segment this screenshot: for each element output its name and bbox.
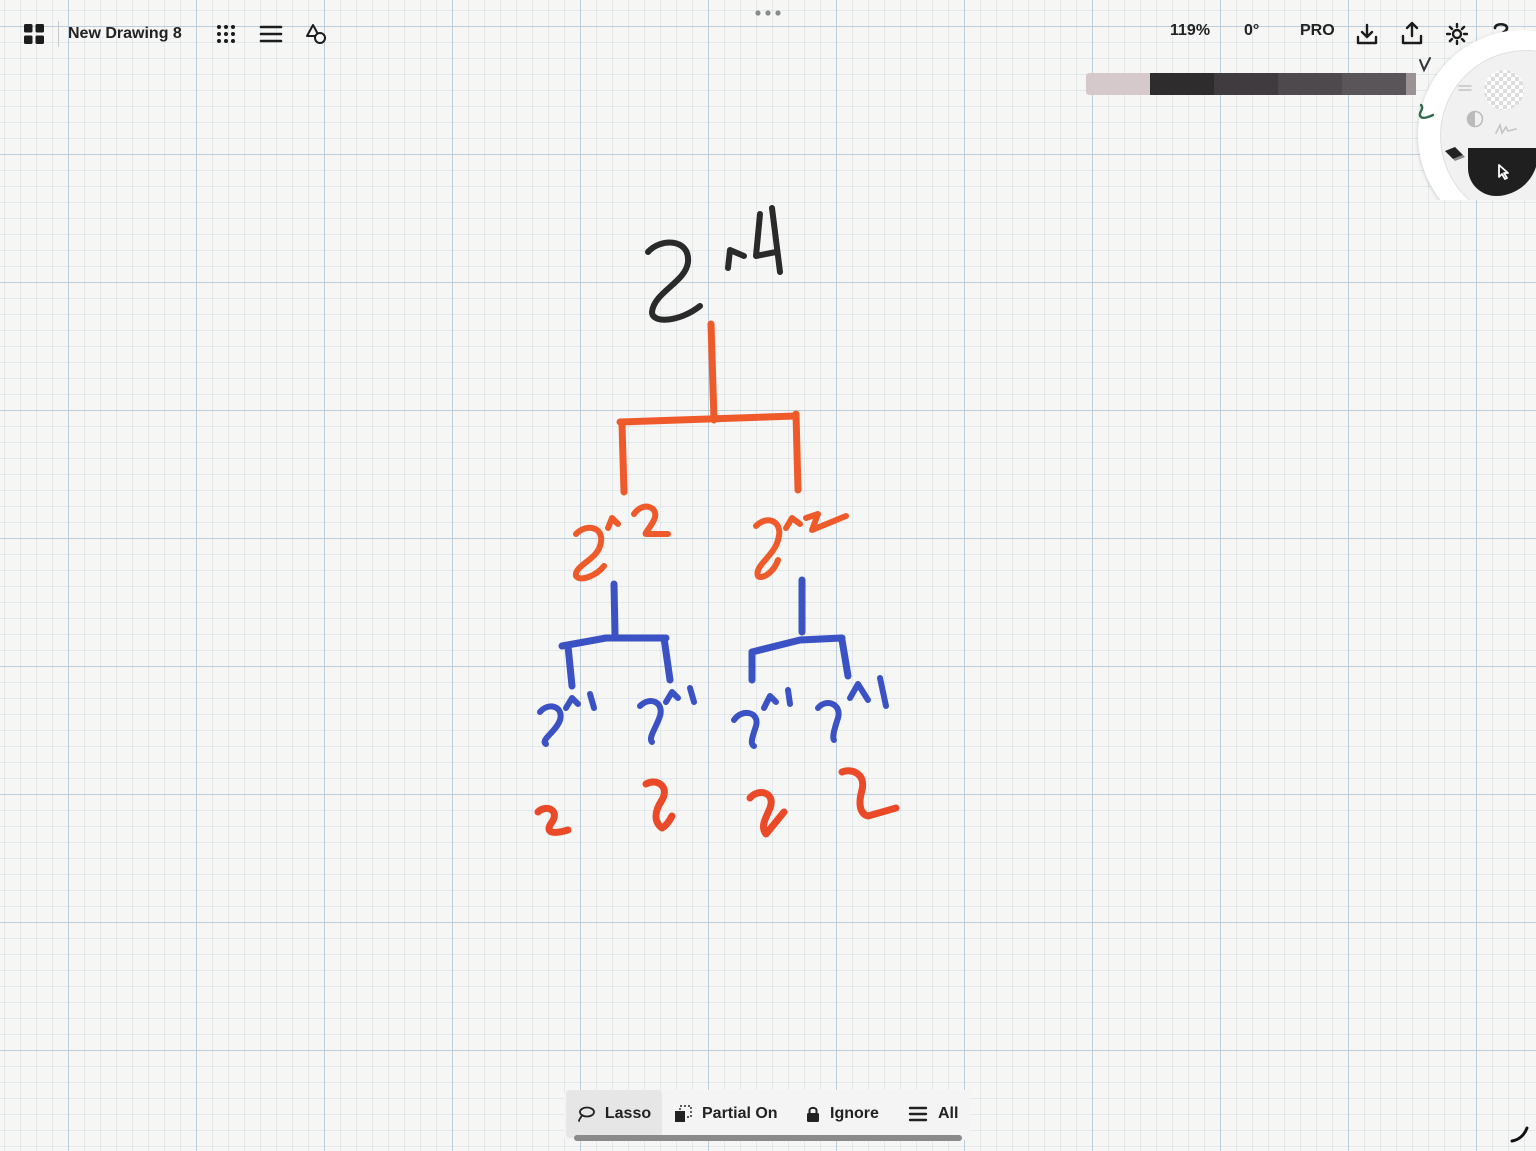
selection-mode-bar: Lasso Partial On Ignore All <box>564 1090 970 1141</box>
rotation-angle[interactable]: 0° <box>1244 22 1260 39</box>
ignore-locked-button[interactable]: Ignore <box>806 1090 879 1138</box>
brush-library-button[interactable] <box>212 20 240 48</box>
brush-stroke-icon <box>1510 1126 1529 1143</box>
download-button[interactable] <box>1354 20 1380 48</box>
ignore-label: Ignore <box>830 1105 879 1122</box>
pen-tool[interactable] <box>1414 54 1436 78</box>
texture-icon <box>1484 70 1524 110</box>
texture-control[interactable] <box>1482 68 1526 112</box>
color-palette <box>1086 73 1416 95</box>
layers-lines-icon <box>908 1106 928 1122</box>
color-swatch-4[interactable] <box>1278 73 1342 95</box>
lock-icon <box>807 1106 819 1122</box>
node-labels-2-power-1 <box>537 675 889 749</box>
share-button[interactable] <box>1399 18 1425 48</box>
selection-icon <box>1498 164 1509 180</box>
gear-icon <box>1446 23 1468 45</box>
grid-icon <box>24 24 44 44</box>
dots-grid-icon <box>217 25 235 43</box>
tool-wheel <box>1400 30 1536 200</box>
gallery-button[interactable] <box>22 22 46 46</box>
select-all-layers-button[interactable]: All <box>908 1090 958 1138</box>
color-swatch-3[interactable] <box>1214 73 1278 95</box>
brush-icon <box>1418 103 1435 120</box>
eraser-tool[interactable] <box>1440 142 1468 166</box>
brush-tool[interactable] <box>1414 100 1438 124</box>
pen-icon <box>1419 57 1431 73</box>
color-swatch-5[interactable] <box>1342 73 1406 95</box>
color-swatch-6[interactable] <box>1406 73 1416 95</box>
eraser-icon <box>1445 147 1465 161</box>
opacity-icon <box>1466 110 1484 128</box>
stroke-style-control[interactable] <box>1492 118 1520 140</box>
hamburger-icon <box>259 25 283 43</box>
shapes-icon <box>306 24 326 44</box>
leaf-labels-2 <box>534 767 900 838</box>
node-label-2-power-2-right <box>753 511 849 580</box>
lasso-icon <box>577 1106 595 1122</box>
lasso-label: Lasso <box>604 1105 652 1122</box>
zoom-level[interactable]: 119% <box>1170 22 1211 39</box>
more-options-handle[interactable] <box>750 4 786 22</box>
top-toolbar: New Drawing 8 119% 0° PRO <box>0 0 1536 68</box>
shapes-button[interactable] <box>302 20 330 48</box>
bottom-bar-scrollbar[interactable] <box>574 1135 962 1141</box>
lasso-button[interactable]: Lasso <box>566 1090 662 1138</box>
partial-on-button[interactable]: Partial On <box>674 1090 778 1138</box>
color-swatch-1[interactable] <box>1086 73 1150 95</box>
settings-button[interactable] <box>1444 20 1470 48</box>
document-title[interactable]: New Drawing 8 <box>58 21 182 47</box>
stroke-icon <box>1495 122 1517 135</box>
root-label-2-power-4 <box>645 205 783 323</box>
share-icon <box>1401 21 1423 45</box>
download-icon <box>1356 23 1378 45</box>
partial-on-label: Partial On <box>702 1105 778 1122</box>
tree-level-2-branches <box>558 576 852 690</box>
ellipsis-icon <box>755 10 781 16</box>
layers-menu-button[interactable] <box>256 20 286 48</box>
quick-brush-button[interactable] <box>1508 1124 1532 1146</box>
opacity-control[interactable] <box>1462 108 1488 130</box>
size-icon <box>1458 85 1472 91</box>
node-label-2-power-2-left <box>573 503 671 582</box>
partial-select-icon <box>675 1105 692 1122</box>
size-control[interactable] <box>1454 78 1476 98</box>
pro-button[interactable]: PRO <box>1300 22 1335 39</box>
color-swatch-2[interactable] <box>1150 73 1214 95</box>
tree-level-1-branches <box>616 320 802 496</box>
all-label: All <box>938 1105 959 1122</box>
